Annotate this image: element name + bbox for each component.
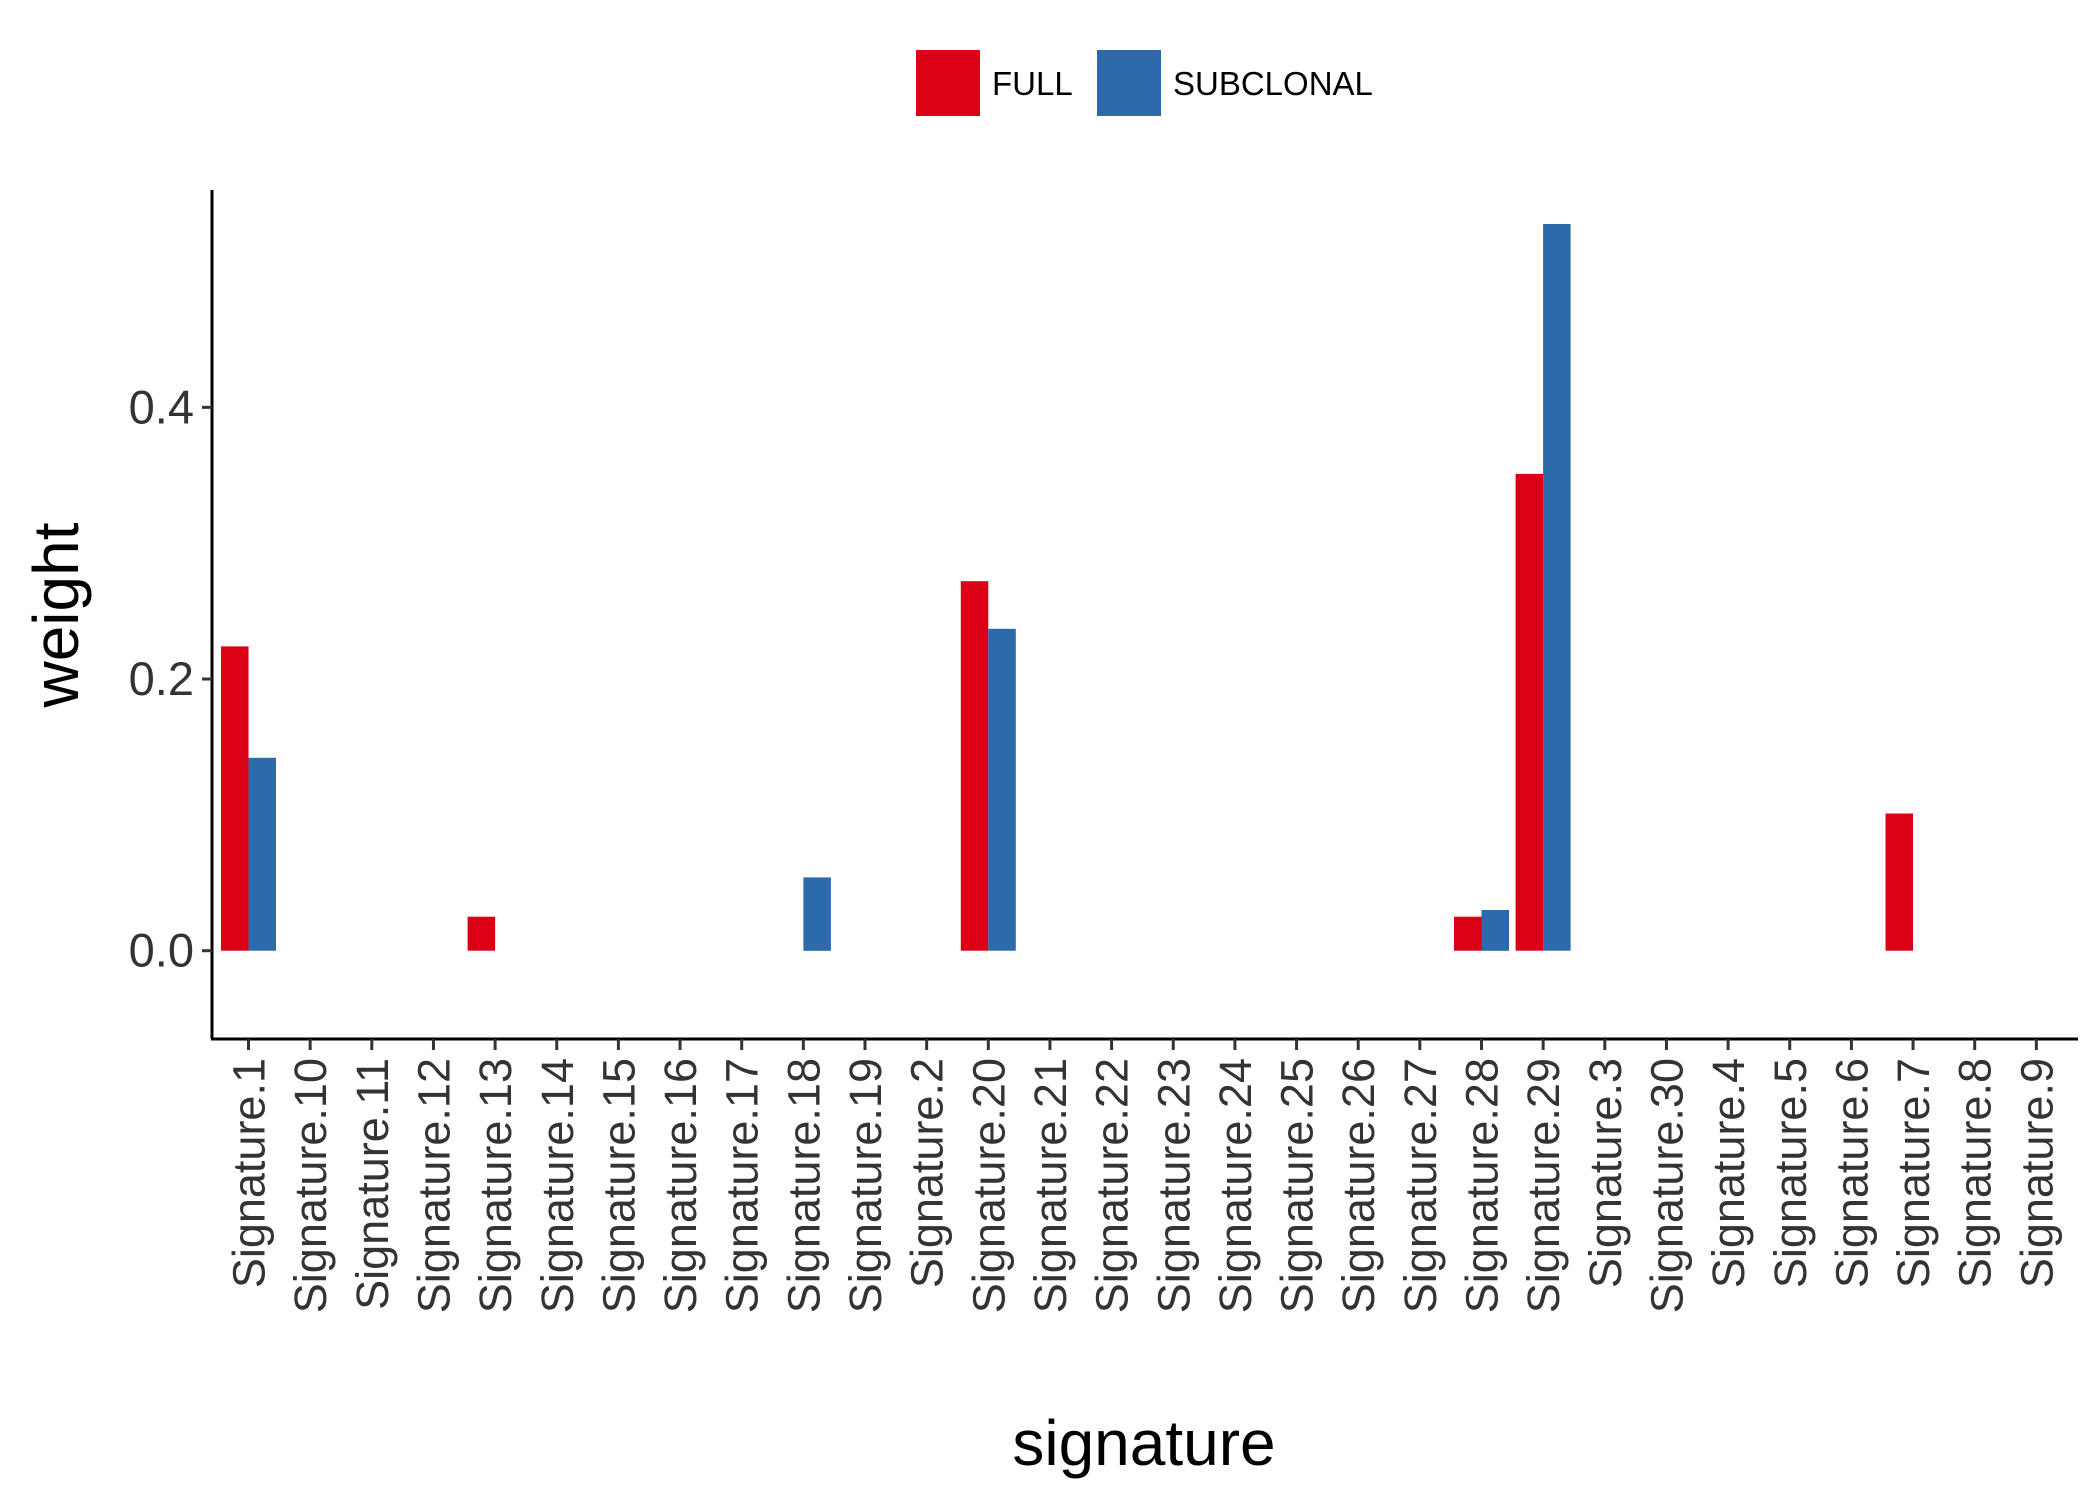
- bar-subclonal-signature-1: [248, 757, 276, 951]
- x-tick-label: Signature.6: [1826, 1058, 1877, 1288]
- bar-subclonal-signature-28: [1481, 910, 1509, 951]
- bar-full-signature-1: [221, 646, 249, 951]
- y-ticks: 0.0 0.2 0.4: [129, 380, 212, 977]
- x-tick-label: Signature.2: [902, 1058, 953, 1288]
- x-tick-label: Signature.28: [1457, 1058, 1508, 1313]
- bars: [221, 224, 1913, 951]
- x-tick-label: Signature.27: [1395, 1058, 1446, 1313]
- x-tick-label: Signature.3: [1580, 1058, 1631, 1288]
- bar-subclonal-signature-20: [988, 628, 1016, 951]
- bar-full-signature-7: [1885, 813, 1913, 951]
- y-tick-label: 0.4: [129, 380, 194, 433]
- bar-full-signature-29: [1515, 473, 1544, 951]
- x-tick-label: Signature.23: [1148, 1058, 1199, 1313]
- x-tick-label: Signature.1: [224, 1058, 275, 1288]
- bar-full-signature-28: [1454, 916, 1482, 951]
- x-tick-label: Signature.20: [963, 1058, 1014, 1313]
- x-tick-label: Signature.18: [778, 1058, 829, 1313]
- y-tick-label: 0.0: [129, 924, 194, 977]
- y-axis-title: weight: [20, 522, 92, 708]
- x-tick-label: Signature.12: [408, 1058, 459, 1313]
- x-tick-label: Signature.26: [1333, 1058, 1384, 1313]
- x-tick-label: Signature.21: [1025, 1058, 1076, 1313]
- x-tick-label: Signature.19: [840, 1058, 891, 1313]
- x-tick-label: Signature.5: [1765, 1058, 1816, 1288]
- bar-subclonal-signature-29: [1543, 224, 1571, 951]
- x-tick-label: Signature.16: [655, 1058, 706, 1313]
- x-axis-title: signature: [1012, 1407, 1275, 1479]
- x-tick-label: Signature.10: [285, 1058, 336, 1313]
- plot-area: 0.00.20.4 Signature.1 Signature.10 Signatu…: [129, 190, 2078, 1313]
- bar-full-signature-13: [467, 916, 496, 951]
- x-tick-label: Signature.9: [2011, 1058, 2062, 1288]
- x-tick-label: Signature.22: [1087, 1058, 1138, 1313]
- bar-subclonal-signature-18: [803, 877, 831, 951]
- legend-label-full: FULL: [992, 65, 1073, 102]
- x-tick-label: Signature.30: [1642, 1058, 1693, 1313]
- legend-label-subclonal: SUBCLONAL: [1173, 65, 1373, 102]
- x-tick-label: Signature.15: [593, 1058, 644, 1313]
- x-tick-label: Signature.24: [1210, 1058, 1261, 1313]
- bar-full-signature-20: [960, 581, 989, 951]
- x-tick-label: Signature.8: [1950, 1058, 2001, 1288]
- x-tick-label: Signature.14: [532, 1058, 583, 1313]
- x-tick-label: Signature.29: [1518, 1058, 1569, 1313]
- legend-swatch-subclonal: [1097, 50, 1161, 116]
- legend: FULL SUBCLONAL: [916, 50, 1373, 116]
- x-tick-label: Signature.11: [347, 1058, 398, 1310]
- x-tick-label: Signature.13: [470, 1058, 521, 1313]
- x-ticks: Signature.1 Signature.10 Signature.11 Signa…: [224, 1039, 2062, 1313]
- legend-swatch-full: [916, 50, 980, 116]
- x-tick-label: Signature.25: [1272, 1058, 1323, 1313]
- x-tick-label: Signature.4: [1703, 1058, 1754, 1288]
- x-tick-label: Signature.17: [717, 1058, 768, 1313]
- x-tick-label: Signature.7: [1888, 1058, 1939, 1288]
- y-tick-label: 0.2: [129, 652, 194, 705]
